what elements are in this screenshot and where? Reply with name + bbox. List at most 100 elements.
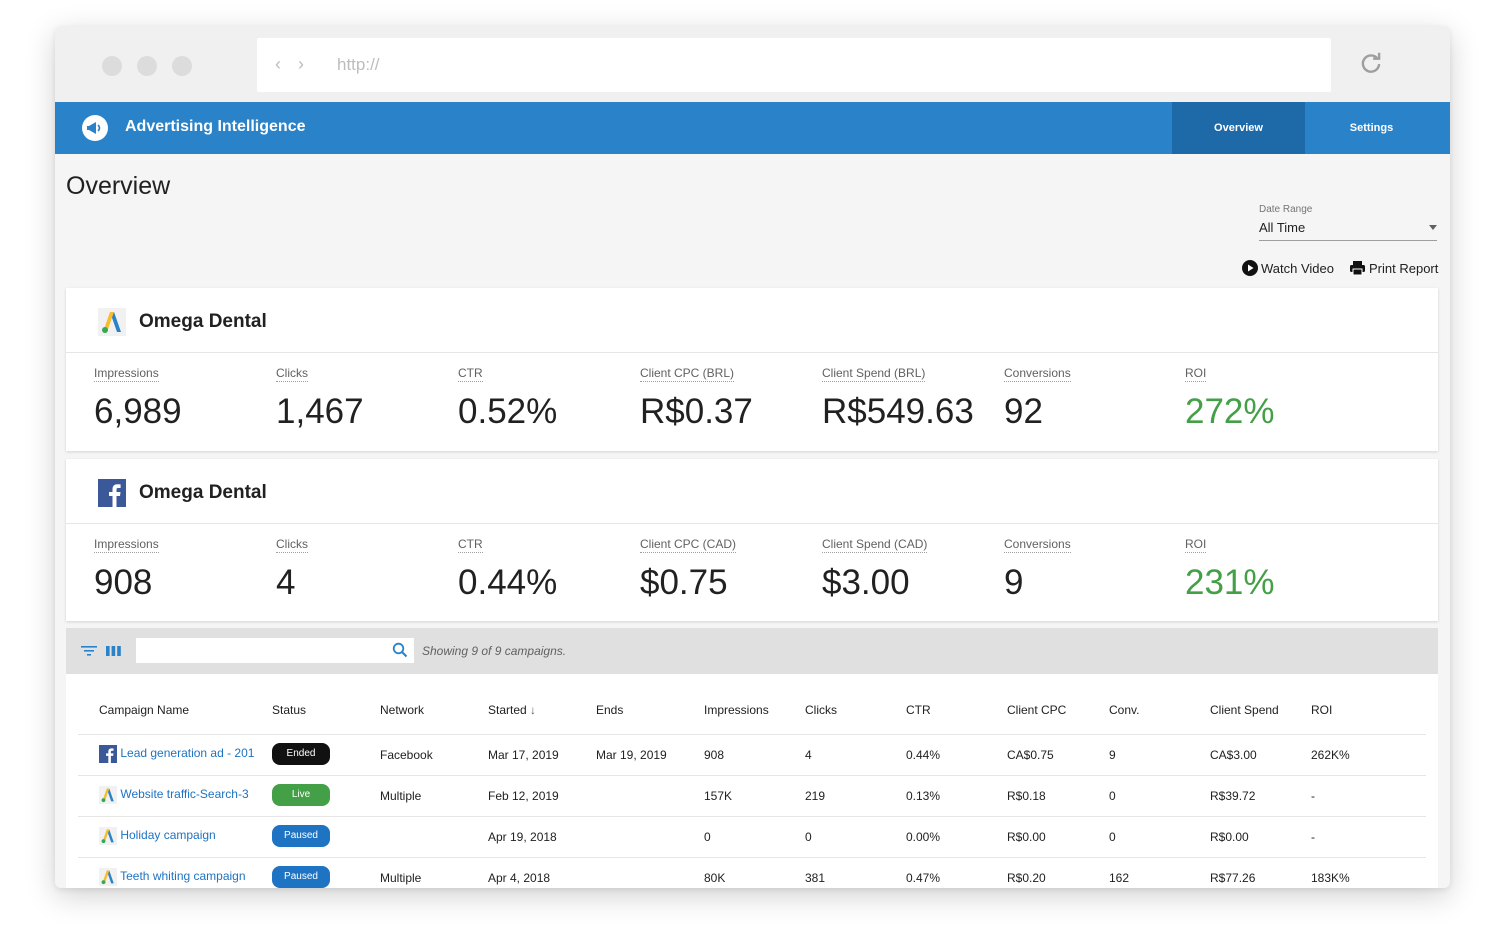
metric-value: 0.52% — [458, 392, 558, 431]
network-cell: Facebook — [380, 748, 433, 762]
facebook-icon — [98, 479, 126, 507]
col-ends[interactable]: Ends — [596, 703, 624, 717]
campaign-link[interactable]: Lead generation ad - 201 — [120, 746, 255, 761]
account-name: Omega Dental — [139, 482, 267, 503]
metric-label: ROI — [1185, 366, 1207, 382]
clicks-cell: 381 — [805, 871, 826, 885]
campaign-name-cell[interactable]: Website traffic-Search-3 — [99, 786, 267, 804]
col-roi[interactable]: ROI — [1311, 703, 1333, 717]
campaign-name-cell[interactable]: Lead generation ad - 201 — [99, 745, 267, 763]
campaign-name-cell[interactable]: Holiday campaign — [99, 827, 267, 845]
metric-label: Client Spend (BRL) — [822, 366, 926, 382]
facebook-icon — [99, 745, 117, 763]
columns-icon[interactable] — [106, 644, 121, 658]
network-cell: Multiple — [380, 789, 422, 803]
spend-cell: CA$3.00 — [1210, 748, 1257, 762]
results-count: Showing 9 of 9 campaigns. — [422, 644, 567, 658]
tab-settings[interactable]: Settings — [1349, 122, 1394, 134]
card-header: Omega Dental — [66, 459, 1438, 524]
table-row[interactable]: Website traffic-Search-3 Live Multiple F… — [78, 776, 1426, 817]
campaign-link[interactable]: Teeth whiting campaign — [120, 869, 246, 884]
url-text: http:// — [337, 55, 380, 74]
status-badge: Paused — [272, 866, 330, 888]
metric-value: $3.00 — [822, 563, 910, 602]
date-range-select[interactable]: Date Range All Time — [1259, 204, 1437, 241]
col-network[interactable]: Network — [380, 703, 425, 717]
spend-cell: R$77.26 — [1210, 871, 1256, 885]
status-cell: Paused — [272, 825, 330, 847]
col-campaign-name[interactable]: Campaign Name — [99, 703, 190, 717]
google-ads-icon — [98, 308, 126, 336]
network-cell: Multiple — [380, 871, 422, 885]
metric-value: 908 — [94, 563, 153, 602]
metric-label: Impressions — [94, 366, 159, 382]
metric-value: R$0.37 — [640, 392, 753, 431]
col-clicks[interactable]: Clicks — [805, 703, 837, 717]
metric-client-spend: Client Spend (BRL) R$549.63 — [822, 364, 974, 432]
impressions-cell: 157K — [704, 789, 733, 803]
roi-cell: - — [1311, 830, 1315, 844]
campaign-table: Campaign Name Status Network Started ↓ E… — [66, 674, 1438, 888]
ends-cell: Mar 19, 2019 — [596, 748, 667, 762]
campaign-link[interactable]: Holiday campaign — [120, 828, 216, 843]
metric-label: Conversions — [1004, 537, 1071, 553]
search-icon[interactable] — [392, 642, 408, 658]
watch-video-label: Watch Video — [1261, 260, 1334, 276]
col-ctr[interactable]: CTR — [906, 703, 931, 717]
campaign-link[interactable]: Website traffic-Search-3 — [120, 787, 249, 802]
table-row[interactable]: Holiday campaign Paused Apr 19, 2018 0 0… — [78, 817, 1426, 858]
metric-label: Clicks — [276, 537, 308, 553]
tab-overview[interactable]: Overview — [1172, 102, 1305, 154]
metric-label: Conversions — [1004, 366, 1071, 382]
metric-label: Impressions — [94, 537, 159, 553]
impressions-cell: 0 — [704, 830, 711, 844]
date-range-value-text: All Time — [1259, 220, 1306, 235]
spend-cell: R$0.00 — [1210, 830, 1249, 844]
date-range-value[interactable]: All Time — [1259, 220, 1437, 241]
reload-icon[interactable] — [1358, 50, 1384, 76]
conv-cell: 162 — [1109, 871, 1130, 885]
metric-label: Client Spend (CAD) — [822, 537, 928, 553]
metric-label: CTR — [458, 537, 483, 553]
table-row[interactable]: Teeth whiting campaign Paused Multiple A… — [78, 858, 1426, 888]
page-title: Overview — [66, 172, 171, 200]
window-minimize-dot[interactable] — [137, 56, 157, 76]
col-started[interactable]: Started ↓ — [488, 703, 536, 717]
status-cell: Live — [272, 784, 330, 806]
search-input[interactable] — [136, 638, 414, 663]
metric-value: 4 — [276, 563, 296, 602]
metric-value: 272% — [1185, 392, 1275, 431]
col-impressions[interactable]: Impressions — [704, 703, 769, 717]
account-card-facebook: Omega Dental Impressions 908 Clicks 4 CTR 0… — [66, 459, 1438, 621]
filter-icon[interactable] — [81, 644, 97, 658]
col-conv[interactable]: Conv. — [1109, 703, 1140, 717]
metric-impressions: Impressions 6,989 — [94, 364, 182, 432]
account-card-google: Omega Dental Impressions 6,989 Clicks 1,46… — [66, 288, 1438, 451]
dropdown-caret-icon — [1429, 225, 1437, 230]
col-client-spend[interactable]: Client Spend — [1210, 703, 1279, 717]
metric-label: Clicks — [276, 366, 308, 382]
card-header: Omega Dental — [66, 288, 1438, 353]
cpc-cell: R$0.20 — [1007, 871, 1046, 885]
watch-video-button[interactable]: Watch Video — [1242, 260, 1334, 276]
col-started-label: Started — [488, 703, 527, 717]
ctr-cell: 0.13% — [906, 789, 941, 803]
account-name: Omega Dental — [139, 311, 267, 332]
window-maximize-dot[interactable] — [172, 56, 192, 76]
metric-roi: ROI 272% — [1185, 364, 1275, 432]
col-status[interactable]: Status — [272, 703, 307, 717]
print-report-button[interactable]: Print Report — [1349, 260, 1438, 276]
google-ads-icon — [99, 827, 117, 845]
nav-arrows-icon[interactable]: ‹ › — [275, 54, 310, 74]
table-header-row: Campaign Name Status Network Started ↓ E… — [78, 674, 1426, 735]
metric-ctr: CTR 0.52% — [458, 364, 557, 432]
col-client-cpc[interactable]: Client CPC — [1007, 703, 1067, 717]
metric-ctr: CTR 0.44% — [458, 535, 557, 603]
metric-value: 9 — [1004, 563, 1024, 602]
url-bar[interactable]: ‹ › http:// — [257, 38, 1331, 92]
table-row[interactable]: Lead generation ad - 201 Ended Facebook … — [78, 735, 1426, 776]
ctr-cell: 0.44% — [906, 748, 941, 762]
campaign-name-cell[interactable]: Teeth whiting campaign — [99, 868, 267, 886]
browser-chrome: ‹ › http:// — [55, 26, 1450, 102]
window-close-dot[interactable] — [102, 56, 122, 76]
